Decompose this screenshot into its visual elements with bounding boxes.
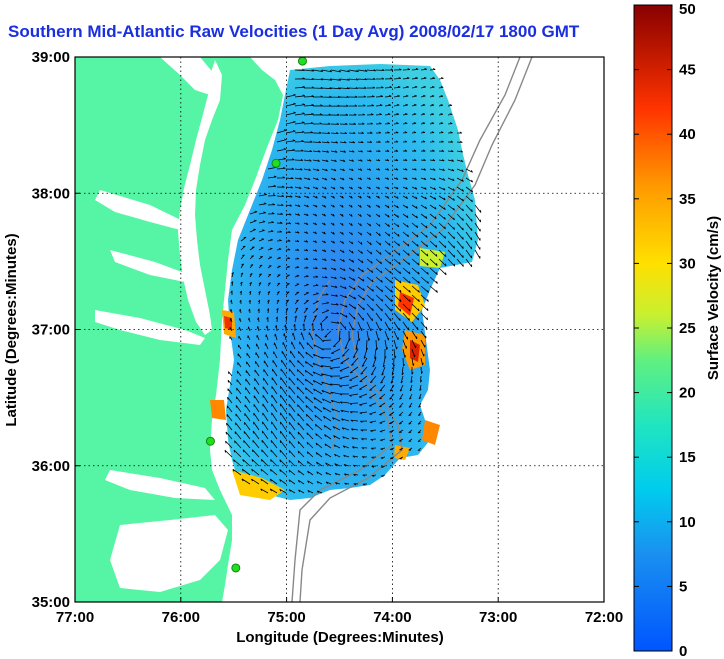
chart-title: Southern Mid-Atlantic Raw Velocities (1 … (8, 22, 580, 41)
colorbar-tick-label: 20 (679, 385, 696, 402)
high-speed-patch (422, 420, 440, 445)
colorbar-tick-label: 40 (679, 126, 696, 143)
x-tick-label: 76:00 (162, 609, 200, 626)
colorbar-tick-label: 30 (679, 255, 696, 272)
pamlico-sound (110, 515, 228, 592)
vector-arrows (224, 68, 482, 494)
potomac-river (95, 190, 188, 232)
x-tick-label: 77:00 (56, 609, 94, 626)
y-tick-label: 36:00 (32, 458, 70, 475)
colorbar-ticks: 0 5 10 15 20 25 30 35 40 45 50 (634, 1, 696, 659)
x-axis-title: Longitude (Degrees:Minutes) (236, 629, 444, 646)
high-speed-patch (210, 400, 226, 420)
colorbar-tick-label: 10 (679, 514, 696, 531)
x-tick-label: 72:00 (585, 609, 623, 626)
y-axis: 39:00 38:00 37:00 36:00 35:00 (32, 49, 80, 611)
colorbar-tick-label: 15 (679, 449, 696, 466)
chesapeake-bay (178, 60, 222, 335)
colorbar-tick-label: 5 (679, 578, 687, 595)
y-tick-label: 37:00 (32, 322, 70, 339)
grid-lines (75, 57, 604, 602)
radar-site-marker (297, 56, 307, 66)
colorbar-tick-label: 50 (679, 1, 696, 18)
colorbar (633, 4, 673, 652)
colorbar-tick-label: 45 (679, 62, 696, 79)
james-river (95, 310, 205, 345)
colorbar-label: Surface Velocity (cm/s) (705, 216, 722, 380)
radar-site-marker (271, 158, 281, 168)
x-tick-label: 73:00 (479, 609, 517, 626)
radar-site-marker (231, 563, 241, 573)
high-speed-patch (232, 470, 285, 500)
colorbar-tick-label: 35 (679, 191, 696, 208)
rappahannock-river (110, 250, 190, 283)
bathymetry-contour (299, 57, 533, 602)
y-tick-label: 39:00 (32, 49, 70, 66)
velocity-vectors (224, 68, 482, 494)
albemarle-sound (105, 470, 215, 500)
high-speed-patch (410, 340, 420, 362)
velocity-field (226, 64, 478, 500)
colorbar-tick-label: 0 (679, 643, 687, 659)
x-axis: 77:00 76:00 75:00 74:00 73:00 72:00 (56, 597, 623, 626)
y-tick-label: 35:00 (32, 594, 70, 611)
y-axis-title: Latitude (Degrees:Minutes) (3, 233, 20, 426)
y-tick-label: 38:00 (32, 185, 70, 202)
high-speed-patch (394, 445, 410, 460)
x-tick-label: 74:00 (373, 609, 411, 626)
high-speed-patch (420, 248, 445, 268)
bathymetry-contour (291, 57, 521, 602)
colorbar-tick-label: 25 (679, 320, 696, 337)
x-tick-label: 75:00 (267, 609, 305, 626)
radar-site-marker (205, 436, 215, 446)
delaware-bay (160, 57, 215, 95)
